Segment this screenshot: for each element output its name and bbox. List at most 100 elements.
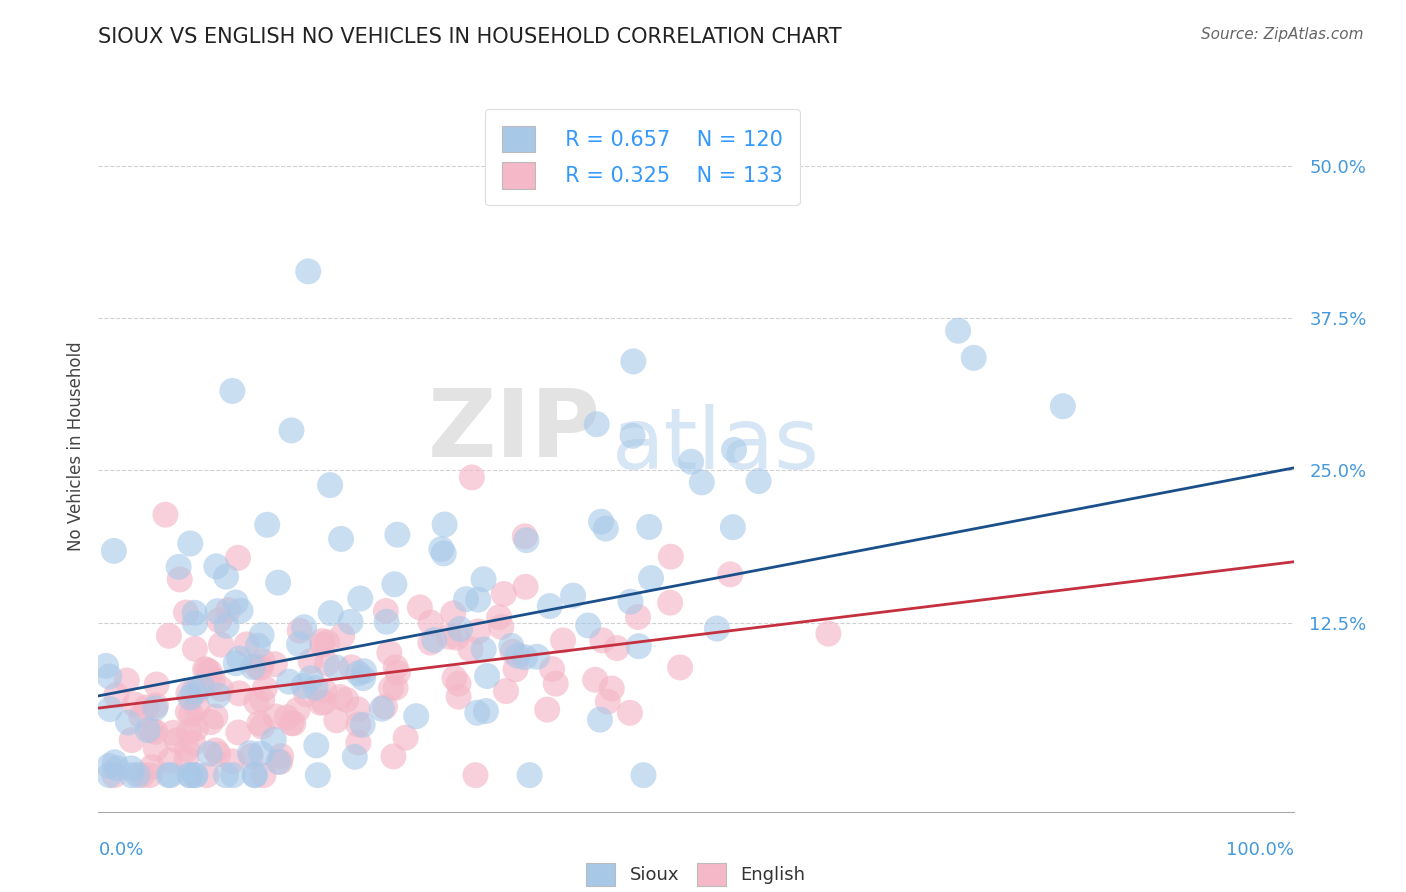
- Point: [409, 600, 432, 615]
- Point: [269, 755, 291, 769]
- Point: [325, 660, 347, 674]
- Point: [252, 768, 274, 782]
- Point: [723, 442, 745, 457]
- Point: [299, 654, 322, 668]
- Point: [180, 707, 202, 722]
- Point: [195, 663, 218, 677]
- Point: [447, 690, 470, 704]
- Point: [551, 633, 574, 648]
- Point: [541, 662, 564, 676]
- Point: [419, 635, 441, 649]
- Point: [270, 749, 292, 764]
- Point: [505, 662, 527, 676]
- Point: [179, 768, 201, 782]
- Point: [243, 768, 266, 782]
- Point: [384, 681, 406, 695]
- Point: [633, 768, 655, 782]
- Point: [246, 639, 269, 653]
- Point: [467, 624, 489, 639]
- Point: [115, 673, 138, 688]
- Point: [638, 520, 661, 534]
- Point: [239, 746, 262, 760]
- Point: [515, 580, 537, 594]
- Point: [387, 527, 409, 541]
- Point: [267, 755, 290, 769]
- Point: [103, 544, 125, 558]
- Point: [242, 660, 264, 674]
- Point: [346, 702, 368, 716]
- Point: [309, 696, 332, 710]
- Point: [159, 753, 181, 767]
- Point: [589, 515, 612, 529]
- Point: [405, 709, 427, 723]
- Point: [394, 731, 416, 745]
- Point: [225, 657, 247, 671]
- Point: [374, 604, 396, 618]
- Point: [141, 723, 163, 738]
- Point: [591, 633, 613, 648]
- Point: [595, 522, 617, 536]
- Point: [619, 595, 641, 609]
- Point: [283, 716, 305, 731]
- Point: [120, 761, 142, 775]
- Point: [330, 532, 353, 546]
- Point: [305, 739, 328, 753]
- Point: [124, 698, 146, 712]
- Point: [536, 703, 558, 717]
- Point: [433, 546, 456, 560]
- Point: [209, 681, 232, 696]
- Point: [226, 725, 249, 739]
- Point: [155, 508, 177, 522]
- Point: [162, 726, 184, 740]
- Point: [304, 681, 326, 695]
- Point: [352, 718, 374, 732]
- Point: [423, 632, 446, 647]
- Point: [292, 679, 315, 693]
- Point: [243, 768, 266, 782]
- Point: [946, 324, 969, 338]
- Point: [506, 648, 529, 663]
- Point: [501, 639, 523, 653]
- Point: [374, 699, 396, 714]
- Point: [472, 572, 495, 586]
- Point: [681, 455, 703, 469]
- Point: [1052, 399, 1074, 413]
- Point: [690, 475, 713, 490]
- Point: [215, 569, 238, 583]
- Point: [589, 713, 612, 727]
- Point: [256, 517, 278, 532]
- Point: [519, 768, 541, 782]
- Point: [228, 651, 250, 665]
- Point: [207, 747, 229, 761]
- Point: [513, 529, 536, 543]
- Point: [562, 589, 585, 603]
- Point: [183, 606, 205, 620]
- Point: [339, 615, 361, 629]
- Point: [143, 724, 166, 739]
- Point: [583, 673, 606, 687]
- Point: [222, 768, 245, 782]
- Point: [184, 768, 207, 782]
- Point: [186, 684, 208, 698]
- Point: [157, 629, 180, 643]
- Point: [449, 622, 471, 636]
- Point: [166, 733, 188, 747]
- Text: atlas: atlas: [613, 404, 820, 488]
- Point: [441, 607, 464, 621]
- Text: 100.0%: 100.0%: [1226, 841, 1294, 859]
- Point: [145, 677, 167, 691]
- Point: [627, 639, 650, 653]
- Point: [371, 702, 394, 716]
- Point: [280, 716, 302, 731]
- Point: [263, 732, 285, 747]
- Point: [467, 592, 489, 607]
- Point: [288, 624, 311, 638]
- Point: [229, 604, 252, 618]
- Point: [105, 688, 128, 702]
- Point: [706, 622, 728, 636]
- Point: [176, 742, 198, 756]
- Text: 0.0%: 0.0%: [98, 841, 143, 859]
- Point: [217, 603, 239, 617]
- Point: [491, 620, 513, 634]
- Point: [194, 662, 217, 676]
